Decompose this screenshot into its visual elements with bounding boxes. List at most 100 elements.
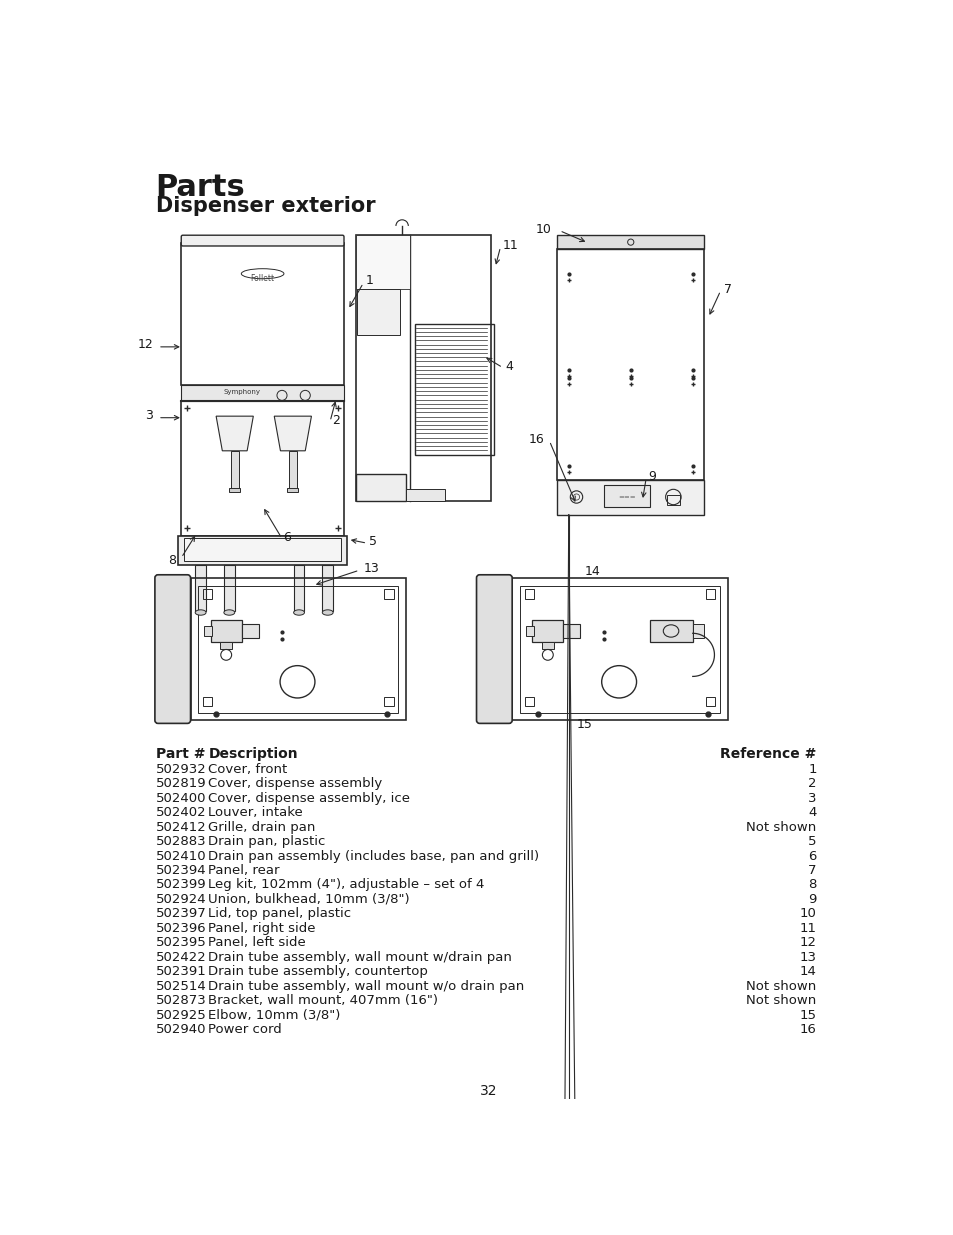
Bar bbox=[289, 451, 296, 489]
Bar bbox=[203, 698, 212, 706]
Text: 13: 13 bbox=[363, 562, 378, 576]
Text: Symphony: Symphony bbox=[224, 389, 260, 395]
Text: 12: 12 bbox=[799, 936, 816, 950]
Bar bbox=[512, 578, 727, 720]
Text: 502402: 502402 bbox=[155, 806, 206, 819]
Bar bbox=[184, 537, 340, 561]
Text: 4: 4 bbox=[807, 806, 816, 819]
Bar bbox=[384, 698, 394, 706]
Bar bbox=[355, 474, 406, 501]
Text: 502940: 502940 bbox=[155, 1024, 206, 1036]
Text: 8: 8 bbox=[807, 878, 816, 892]
Bar bbox=[231, 451, 238, 489]
Text: Bracket, wall mount, 407mm (16"): Bracket, wall mount, 407mm (16") bbox=[208, 994, 438, 1008]
Bar bbox=[181, 385, 344, 401]
Text: Not shown: Not shown bbox=[745, 820, 816, 834]
Text: Lid, top panel, plastic: Lid, top panel, plastic bbox=[208, 908, 351, 920]
Bar bbox=[224, 564, 234, 611]
Text: 2: 2 bbox=[807, 777, 816, 790]
Text: Power cord: Power cord bbox=[208, 1024, 282, 1036]
Bar bbox=[557, 235, 703, 249]
Text: Cover, front: Cover, front bbox=[208, 763, 287, 776]
Text: Parts: Parts bbox=[155, 173, 245, 201]
Text: 502883: 502883 bbox=[155, 835, 206, 848]
Text: Drain tube assembly, wall mount w/drain pan: Drain tube assembly, wall mount w/drain … bbox=[208, 951, 512, 963]
Text: 32: 32 bbox=[479, 1084, 497, 1098]
Text: 10: 10 bbox=[799, 908, 816, 920]
Text: 502819: 502819 bbox=[155, 777, 206, 790]
Text: 502412: 502412 bbox=[155, 820, 206, 834]
Bar bbox=[355, 235, 491, 501]
Text: Description: Description bbox=[208, 747, 297, 761]
Bar bbox=[287, 488, 298, 493]
Bar bbox=[229, 488, 240, 493]
Bar bbox=[384, 589, 394, 599]
FancyBboxPatch shape bbox=[154, 574, 191, 724]
Text: Not shown: Not shown bbox=[745, 994, 816, 1008]
Bar bbox=[541, 642, 554, 650]
Text: 14: 14 bbox=[583, 566, 599, 578]
Text: 502925: 502925 bbox=[155, 1009, 206, 1021]
Text: 502399: 502399 bbox=[155, 878, 206, 892]
Bar bbox=[705, 589, 715, 599]
Bar bbox=[603, 485, 649, 508]
Text: 502400: 502400 bbox=[155, 792, 206, 805]
Bar bbox=[181, 243, 344, 385]
Bar bbox=[204, 626, 212, 636]
Text: 502396: 502396 bbox=[155, 921, 206, 935]
Bar bbox=[705, 698, 715, 706]
Text: 5: 5 bbox=[369, 535, 376, 548]
Text: 3: 3 bbox=[807, 792, 816, 805]
Text: 9: 9 bbox=[807, 893, 816, 906]
Text: 9: 9 bbox=[648, 471, 656, 483]
Bar bbox=[211, 620, 241, 642]
Text: ===: === bbox=[618, 494, 635, 500]
FancyBboxPatch shape bbox=[181, 235, 344, 246]
FancyBboxPatch shape bbox=[476, 574, 512, 724]
Text: Leg kit, 102mm (4"), adjustable – set of 4: Leg kit, 102mm (4"), adjustable – set of… bbox=[208, 878, 484, 892]
Bar bbox=[195, 564, 206, 611]
Text: 502932: 502932 bbox=[155, 763, 206, 776]
Bar bbox=[191, 578, 406, 720]
Bar bbox=[203, 589, 212, 599]
Text: 502873: 502873 bbox=[155, 994, 206, 1008]
Text: 14: 14 bbox=[799, 966, 816, 978]
Text: 502422: 502422 bbox=[155, 951, 206, 963]
Text: Louver, intake: Louver, intake bbox=[208, 806, 303, 819]
Text: Elbow, 10mm (3/8"): Elbow, 10mm (3/8") bbox=[208, 1009, 340, 1021]
Bar bbox=[692, 624, 703, 638]
Text: Cover, dispense assembly: Cover, dispense assembly bbox=[208, 777, 382, 790]
Bar bbox=[355, 235, 410, 289]
Bar bbox=[519, 585, 720, 713]
Text: 502391: 502391 bbox=[155, 966, 206, 978]
Text: 5: 5 bbox=[807, 835, 816, 848]
Bar bbox=[220, 642, 233, 650]
Ellipse shape bbox=[322, 610, 333, 615]
Ellipse shape bbox=[195, 610, 206, 615]
Text: 12: 12 bbox=[137, 338, 153, 351]
Text: 1: 1 bbox=[807, 763, 816, 776]
Text: Cover, dispense assembly, ice: Cover, dispense assembly, ice bbox=[208, 792, 410, 805]
Text: Union, bulkhead, 10mm (3/8"): Union, bulkhead, 10mm (3/8") bbox=[208, 893, 410, 906]
Text: 11: 11 bbox=[799, 921, 816, 935]
Text: Drain tube assembly, wall mount w/o drain pan: Drain tube assembly, wall mount w/o drai… bbox=[208, 979, 524, 993]
Ellipse shape bbox=[294, 610, 304, 615]
Text: 502394: 502394 bbox=[155, 864, 206, 877]
Bar bbox=[562, 624, 579, 638]
Text: Part #: Part # bbox=[155, 747, 205, 761]
Bar bbox=[241, 624, 258, 638]
Text: 2: 2 bbox=[332, 414, 340, 426]
Bar bbox=[198, 585, 397, 713]
Bar bbox=[181, 401, 344, 536]
Ellipse shape bbox=[224, 610, 234, 615]
Bar bbox=[666, 495, 679, 505]
Text: Drain pan, plastic: Drain pan, plastic bbox=[208, 835, 325, 848]
Text: 16: 16 bbox=[528, 432, 543, 446]
Text: 502395: 502395 bbox=[155, 936, 206, 950]
Text: 6: 6 bbox=[807, 850, 816, 862]
Text: 8: 8 bbox=[168, 553, 175, 567]
Bar bbox=[415, 324, 493, 454]
Text: 11: 11 bbox=[502, 238, 518, 252]
Text: 16: 16 bbox=[799, 1024, 816, 1036]
Text: 1: 1 bbox=[365, 274, 374, 288]
